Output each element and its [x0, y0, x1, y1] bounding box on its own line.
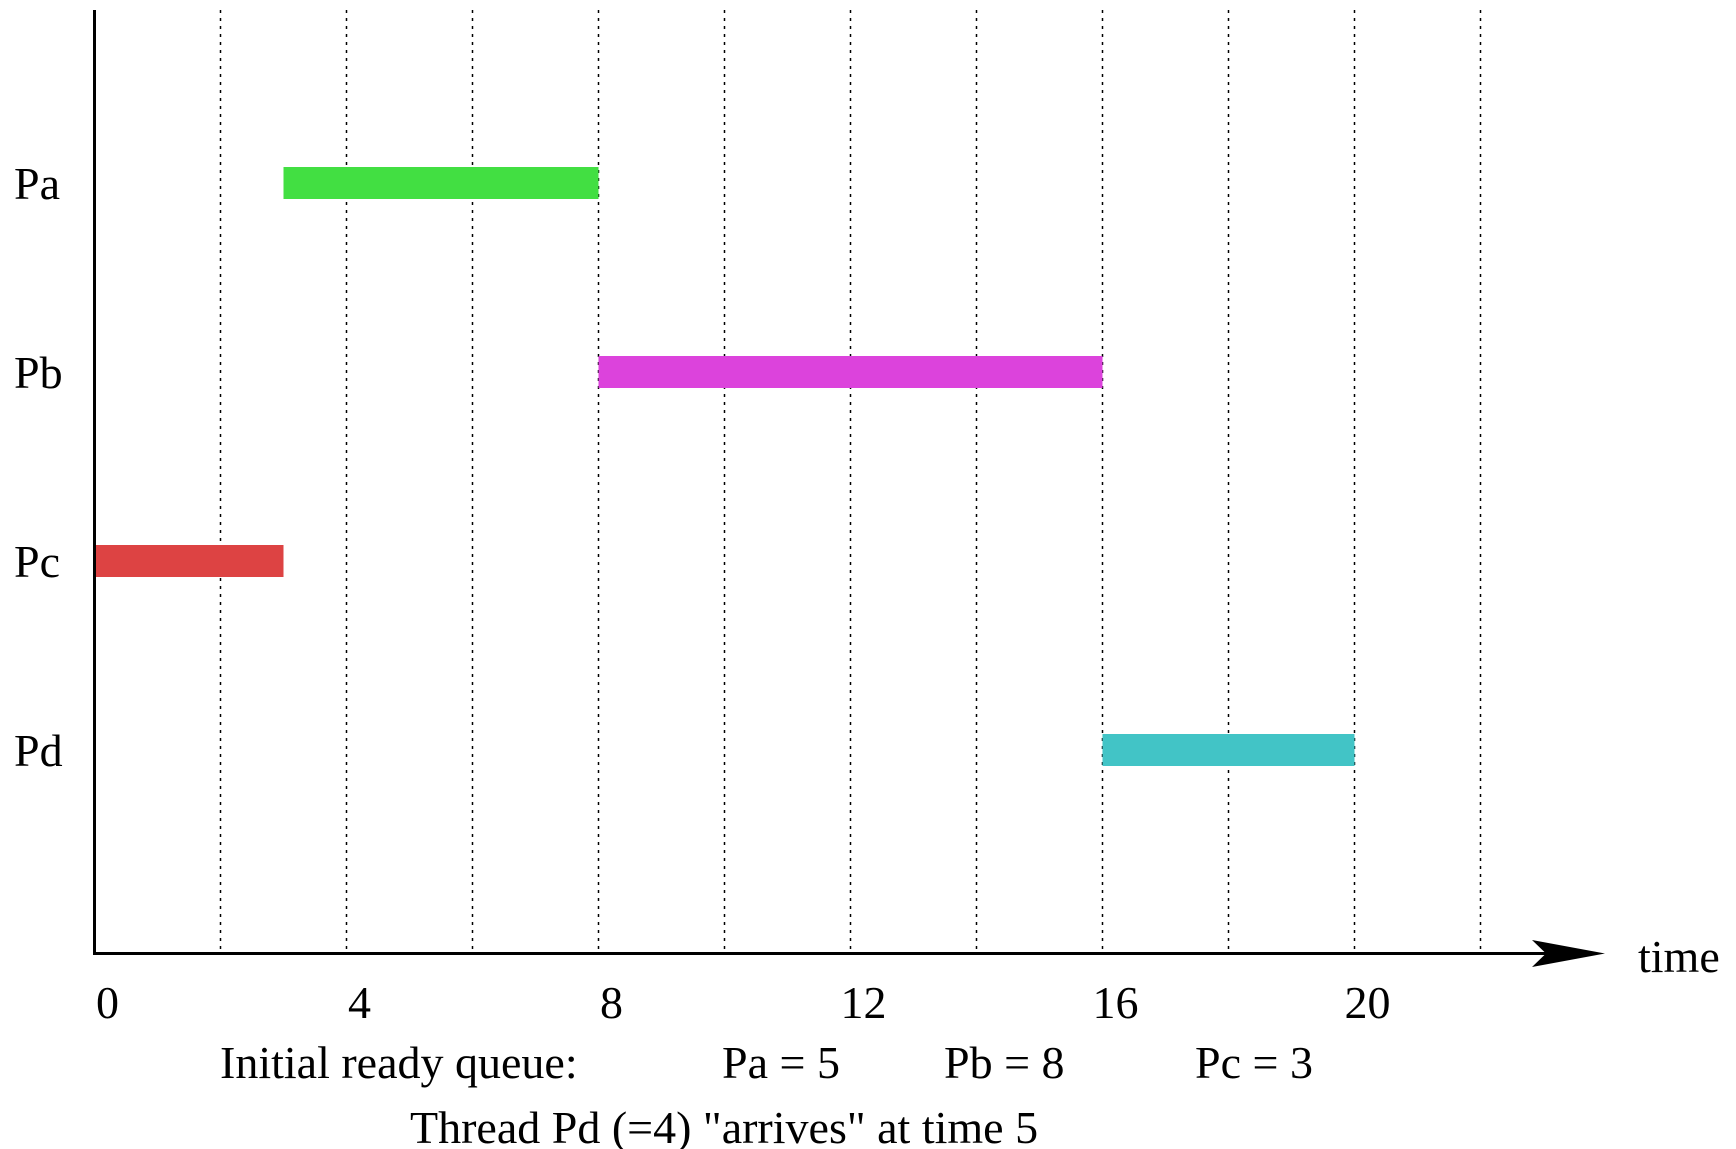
notes: Initial ready queue: Pa = 5 Pb = 8 Pc = …	[220, 1037, 1313, 1149]
x-tick-label-8: 8	[600, 977, 623, 1028]
x-tick-label-0: 0	[96, 977, 119, 1028]
queue-label: Initial ready queue:	[220, 1037, 578, 1088]
row-labels: Pa Pb Pc Pd	[14, 158, 63, 776]
bar-pb	[598, 356, 1103, 388]
queue-item-pb: Pb = 8	[944, 1037, 1065, 1088]
x-axis-arrowhead	[1532, 940, 1605, 967]
queue-item-pa: Pa = 5	[722, 1037, 840, 1088]
gridlines	[219, 10, 1482, 953]
x-tick-label-20: 20	[1345, 977, 1391, 1028]
bar-pa	[283, 167, 599, 199]
axes: time	[93, 10, 1720, 982]
bar-pc	[94, 545, 284, 577]
row-label-pb: Pb	[14, 347, 63, 398]
x-tick-label-12: 12	[841, 977, 887, 1028]
queue-item-pc: Pc = 3	[1195, 1037, 1313, 1088]
row-label-pa: Pa	[14, 158, 60, 209]
row-label-pc: Pc	[14, 536, 60, 587]
bar-pd	[1102, 734, 1355, 766]
x-tick-labels: 0 4 8 12 16 20	[96, 977, 1391, 1028]
x-tick-label-16: 16	[1093, 977, 1139, 1028]
row-label-pd: Pd	[14, 725, 63, 776]
bars	[94, 167, 1355, 766]
x-axis-label: time	[1638, 931, 1720, 982]
x-tick-label-4: 4	[348, 977, 371, 1028]
arrival-note: Thread Pd (=4) "arrives" at time 5	[410, 1102, 1038, 1149]
